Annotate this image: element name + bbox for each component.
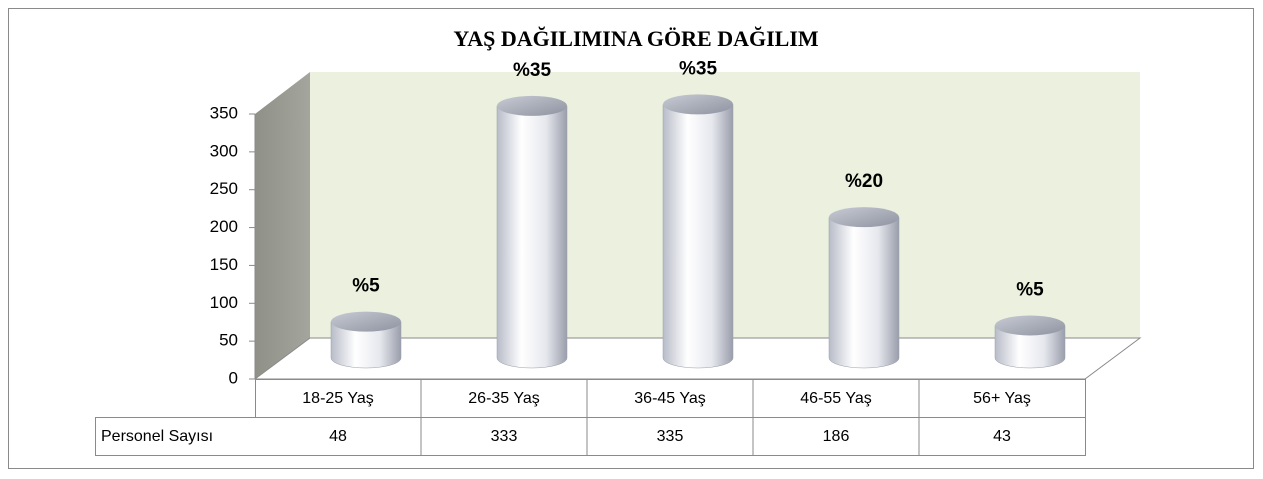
bar	[662, 94, 734, 369]
data-table	[95, 379, 1086, 456]
bar	[994, 315, 1066, 369]
bar	[828, 207, 900, 369]
bar	[496, 95, 568, 369]
y-tick-label: 250	[210, 179, 238, 198]
data-label: %5	[352, 276, 380, 297]
y-tick-label: 50	[219, 331, 238, 350]
table-value: 333	[491, 428, 518, 445]
x-tick-label: 56+ Yaş	[973, 390, 1031, 407]
data-label: %35	[679, 58, 717, 79]
x-tick-label: 46-55 Yaş	[800, 390, 871, 407]
y-tick-label: 300	[210, 141, 238, 160]
y-tick-label: 350	[210, 103, 238, 122]
legend-label: Personel Sayısı	[101, 428, 213, 445]
side-wall	[255, 72, 310, 379]
y-tick-label: 0	[229, 368, 238, 387]
data-label: %20	[845, 171, 883, 192]
table-value: 335	[657, 428, 684, 445]
data-label: %5	[1016, 279, 1044, 300]
x-tick-label: 36-45 Yaş	[634, 390, 705, 407]
y-tick-label: 150	[210, 255, 238, 274]
y-tick-label: 100	[210, 293, 238, 312]
table-value: 48	[329, 428, 347, 445]
table-value: 186	[823, 428, 850, 445]
table-value: 43	[993, 428, 1011, 445]
x-tick-label: 26-35 Yaş	[468, 390, 539, 407]
x-tick-label: 18-25 Yaş	[302, 390, 373, 407]
y-tick-label: 200	[210, 217, 238, 236]
bar	[330, 311, 402, 369]
data-label: %35	[513, 60, 551, 81]
chart-title: YAŞ DAĞILIMINA GÖRE DAĞILIM	[453, 26, 819, 51]
